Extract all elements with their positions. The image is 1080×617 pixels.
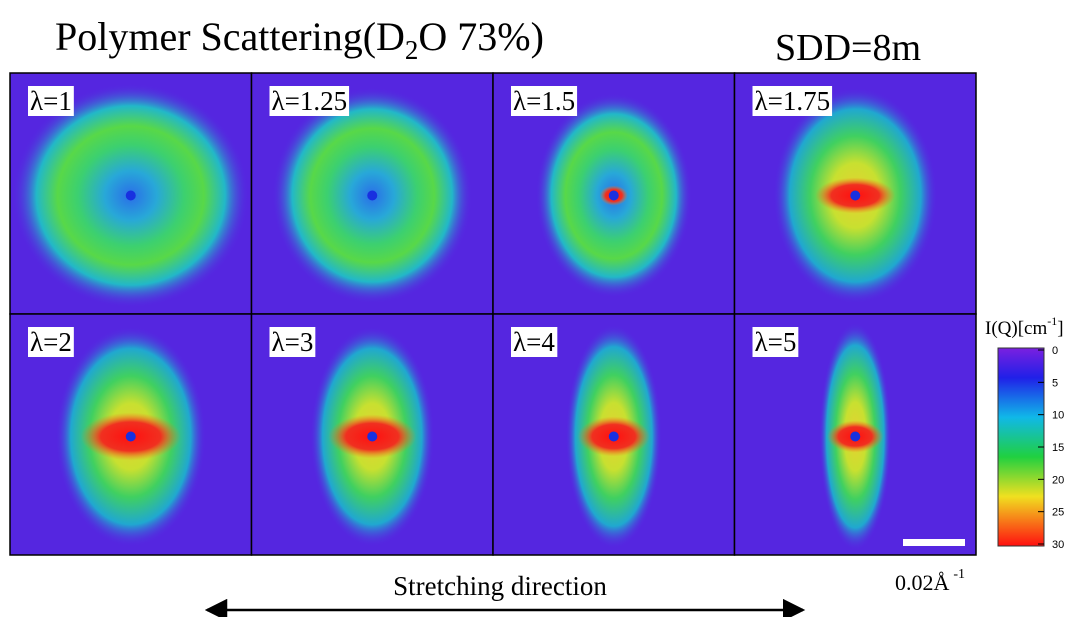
beam-stop xyxy=(125,431,136,442)
label-bg xyxy=(511,327,558,357)
tick-label: 20 xyxy=(1052,474,1064,486)
tick-label: 30 xyxy=(1052,539,1064,551)
panel: λ=5 xyxy=(733,313,977,556)
direction-label: Stretching direction xyxy=(393,571,607,601)
colorbar-title: I(Q)[cm-1] xyxy=(985,314,1064,339)
label-bg xyxy=(269,86,350,116)
beam-stop xyxy=(367,190,378,201)
sdd: SDD=8m xyxy=(775,27,921,69)
panel: λ=1.25 xyxy=(250,72,494,315)
panel-label: λ=3 xyxy=(272,327,314,357)
beam-stop xyxy=(850,190,861,201)
tick-label: 5 xyxy=(1052,377,1058,389)
panel-label: λ=1.25 xyxy=(272,86,348,116)
panel-grid: λ=1 λ=1.25 λ=1.5 λ=1.75 λ=2 λ=3 λ=4 λ=5 xyxy=(9,72,977,556)
tick-label: 25 xyxy=(1052,507,1064,519)
panel-label: λ=1.75 xyxy=(755,86,831,116)
scale-bar xyxy=(903,539,965,546)
panel: λ=2 xyxy=(9,313,253,556)
panel-label: λ=4 xyxy=(513,327,555,357)
label-bg xyxy=(28,86,74,116)
colorbar xyxy=(997,347,1045,547)
panel-label: λ=1 xyxy=(30,86,72,116)
beam-stop xyxy=(608,190,619,201)
beam-stop xyxy=(608,431,619,442)
label-bg xyxy=(28,327,74,357)
beam-stop xyxy=(850,431,861,442)
panel: λ=1.75 xyxy=(733,72,977,315)
beam-stop xyxy=(125,190,136,201)
tick-label: 0 xyxy=(1052,345,1058,357)
colorbar-ticks: 0 5 10 15 20 25 30 xyxy=(1038,345,1064,551)
label-bg xyxy=(752,86,833,116)
panel-label: λ=2 xyxy=(30,327,72,357)
beam-stop xyxy=(367,431,378,442)
panel: λ=1 xyxy=(9,72,253,315)
panel: λ=1.5 xyxy=(492,72,736,315)
panel: λ=4 xyxy=(492,313,736,556)
tick-label: 10 xyxy=(1052,410,1064,422)
tick-label: 15 xyxy=(1052,442,1064,454)
panel-label: λ=1.5 xyxy=(513,86,575,116)
panel-label: λ=5 xyxy=(755,327,797,357)
scale-label: 0.02Å -1 xyxy=(895,567,965,595)
panel: λ=3 xyxy=(250,313,494,556)
label-bg xyxy=(752,327,799,357)
label-bg xyxy=(511,86,578,116)
label-bg xyxy=(269,327,316,357)
title: Polymer Scattering(D2O 73%) xyxy=(55,14,544,65)
